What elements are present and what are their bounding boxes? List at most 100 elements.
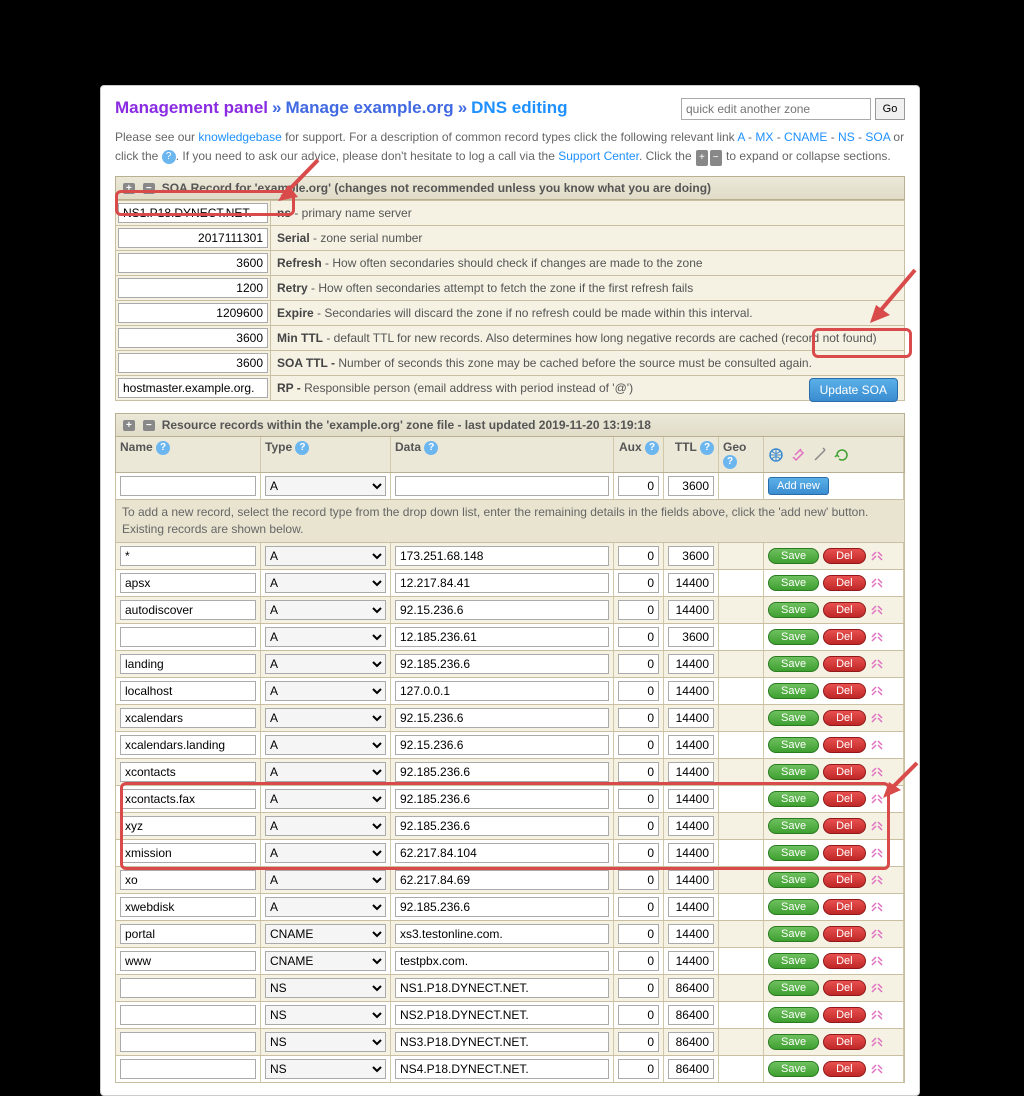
soa-input[interactable] (118, 203, 268, 223)
expand-icon[interactable]: + (123, 420, 135, 431)
link-icon[interactable] (870, 576, 884, 590)
record-name-input[interactable] (120, 1005, 256, 1025)
record-aux-input[interactable] (618, 924, 659, 944)
record-ttl-input[interactable] (668, 789, 714, 809)
record-aux-input[interactable] (618, 1059, 659, 1079)
record-data-input[interactable] (395, 816, 609, 836)
record-type-select[interactable]: A (265, 627, 386, 647)
new-data-input[interactable] (395, 476, 609, 496)
record-ttl-input[interactable] (668, 573, 714, 593)
record-data-input[interactable] (395, 978, 609, 998)
support-link[interactable]: Support Center (558, 149, 639, 163)
soa-input[interactable] (118, 378, 268, 398)
link-icon[interactable] (870, 981, 884, 995)
link-icon[interactable] (870, 927, 884, 941)
record-type-select[interactable]: A (265, 897, 386, 917)
del-button[interactable]: Del (823, 629, 866, 645)
del-button[interactable]: Del (823, 980, 866, 996)
record-type-select[interactable]: A (265, 654, 386, 674)
link-ns[interactable]: NS (838, 130, 855, 144)
del-button[interactable]: Del (823, 764, 866, 780)
record-data-input[interactable] (395, 735, 609, 755)
soa-input[interactable] (118, 228, 268, 248)
record-aux-input[interactable] (618, 573, 659, 593)
record-ttl-input[interactable] (668, 924, 714, 944)
record-aux-input[interactable] (618, 708, 659, 728)
del-button[interactable]: Del (823, 602, 866, 618)
record-aux-input[interactable] (618, 600, 659, 620)
record-name-input[interactable] (120, 735, 256, 755)
record-ttl-input[interactable] (668, 978, 714, 998)
record-data-input[interactable] (395, 627, 609, 647)
link-icon[interactable] (870, 900, 884, 914)
record-name-input[interactable] (120, 897, 256, 917)
record-type-select[interactable]: A (265, 681, 386, 701)
help-icon[interactable]: ? (162, 150, 176, 164)
del-button[interactable]: Del (823, 1007, 866, 1023)
link-icon[interactable] (870, 1062, 884, 1076)
new-name-input[interactable] (120, 476, 256, 496)
record-ttl-input[interactable] (668, 735, 714, 755)
del-button[interactable]: Del (823, 791, 866, 807)
record-aux-input[interactable] (618, 1032, 659, 1052)
record-ttl-input[interactable] (668, 951, 714, 971)
save-button[interactable]: Save (768, 602, 819, 618)
record-aux-input[interactable] (618, 978, 659, 998)
link-icon[interactable] (870, 954, 884, 968)
link-icon[interactable] (870, 819, 884, 833)
record-type-select[interactable]: A (265, 843, 386, 863)
link-icon[interactable] (870, 1035, 884, 1049)
help-icon[interactable]: ? (424, 441, 438, 455)
save-button[interactable]: Save (768, 629, 819, 645)
record-type-select[interactable]: A (265, 870, 386, 890)
record-type-select[interactable]: A (265, 735, 386, 755)
record-name-input[interactable] (120, 924, 256, 944)
record-type-select[interactable]: A (265, 789, 386, 809)
soa-input[interactable] (118, 303, 268, 323)
record-name-input[interactable] (120, 843, 256, 863)
del-button[interactable]: Del (823, 953, 866, 969)
link-mx[interactable]: MX (755, 130, 773, 144)
save-button[interactable]: Save (768, 548, 819, 564)
save-button[interactable]: Save (768, 575, 819, 591)
wand-icon[interactable] (812, 447, 828, 463)
record-type-select[interactable]: NS (265, 978, 386, 998)
record-type-select[interactable]: A (265, 600, 386, 620)
expand-icon[interactable]: + (123, 183, 135, 194)
record-ttl-input[interactable] (668, 1059, 714, 1079)
record-type-select[interactable]: A (265, 708, 386, 728)
save-button[interactable]: Save (768, 953, 819, 969)
record-ttl-input[interactable] (668, 1005, 714, 1025)
record-aux-input[interactable] (618, 816, 659, 836)
record-ttl-input[interactable] (668, 708, 714, 728)
record-data-input[interactable] (395, 843, 609, 863)
record-ttl-input[interactable] (668, 681, 714, 701)
help-icon[interactable]: ? (700, 441, 714, 455)
help-icon[interactable]: ? (295, 441, 309, 455)
record-aux-input[interactable] (618, 789, 659, 809)
kb-link[interactable]: knowledgebase (198, 130, 281, 144)
link-a[interactable]: A (737, 130, 744, 144)
record-aux-input[interactable] (618, 735, 659, 755)
record-name-input[interactable] (120, 762, 256, 782)
record-aux-input[interactable] (618, 546, 659, 566)
record-aux-input[interactable] (618, 951, 659, 971)
record-name-input[interactable] (120, 573, 256, 593)
del-button[interactable]: Del (823, 845, 866, 861)
save-button[interactable]: Save (768, 710, 819, 726)
record-aux-input[interactable] (618, 654, 659, 674)
record-data-input[interactable] (395, 1005, 609, 1025)
save-button[interactable]: Save (768, 1061, 819, 1077)
link-icon[interactable] (870, 549, 884, 563)
record-name-input[interactable] (120, 870, 256, 890)
record-data-input[interactable] (395, 546, 609, 566)
record-type-select[interactable]: CNAME (265, 924, 386, 944)
save-button[interactable]: Save (768, 872, 819, 888)
record-type-select[interactable]: CNAME (265, 951, 386, 971)
record-data-input[interactable] (395, 573, 609, 593)
record-ttl-input[interactable] (668, 1032, 714, 1052)
link-cname[interactable]: CNAME (784, 130, 827, 144)
record-name-input[interactable] (120, 978, 256, 998)
new-type-select[interactable]: A (265, 476, 386, 496)
del-button[interactable]: Del (823, 1034, 866, 1050)
